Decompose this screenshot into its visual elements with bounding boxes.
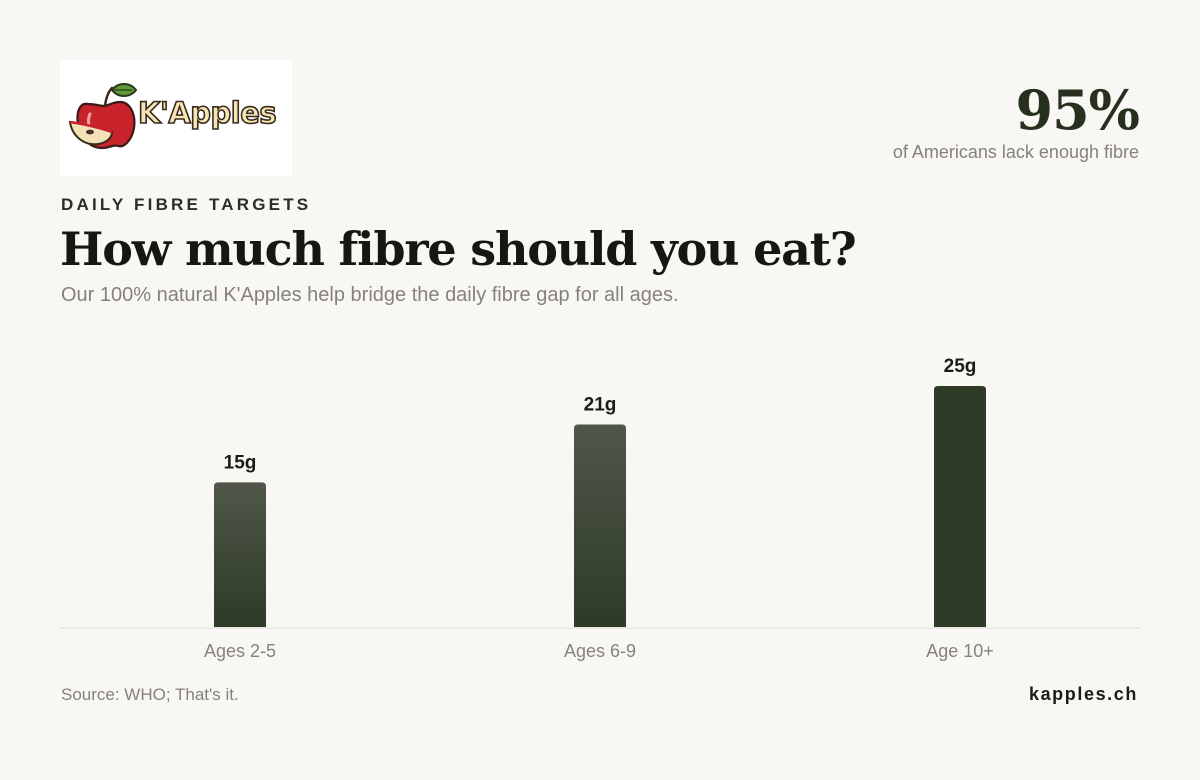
apple-logo-icon: [68, 83, 138, 150]
stat-value: 95%: [1015, 78, 1140, 142]
page-title: How much fibre should you eat?: [60, 222, 857, 276]
website-link[interactable]: kapples.ch: [1028, 684, 1138, 704]
category-label: Ages 6-9: [564, 641, 636, 661]
bar-age-10: [934, 386, 986, 627]
category-label: Ages 2-5: [204, 641, 276, 661]
category-label: Age 10+: [926, 641, 994, 661]
bar-value-label: 25g: [944, 356, 977, 377]
stat-callout: 95% of Americans lack enough fibre: [892, 78, 1140, 163]
page-subtitle: Our 100% natural K'Apples help bridge th…: [61, 284, 679, 306]
brand-logo: K'Apples: [60, 60, 292, 176]
logo-wordmark: K'Apples: [137, 95, 277, 131]
stat-caption: of Americans lack enough fibre: [892, 142, 1139, 162]
source-note: Source: WHO; That's it.: [61, 685, 239, 704]
bar-ages-6-9: [574, 424, 626, 627]
bar-value-label: 15g: [224, 452, 257, 473]
bar-value-label: 21g: [584, 395, 617, 416]
bar-ages-2-5: [214, 482, 266, 627]
eyebrow-label: DAILY FIBRE TARGETS: [61, 195, 312, 214]
